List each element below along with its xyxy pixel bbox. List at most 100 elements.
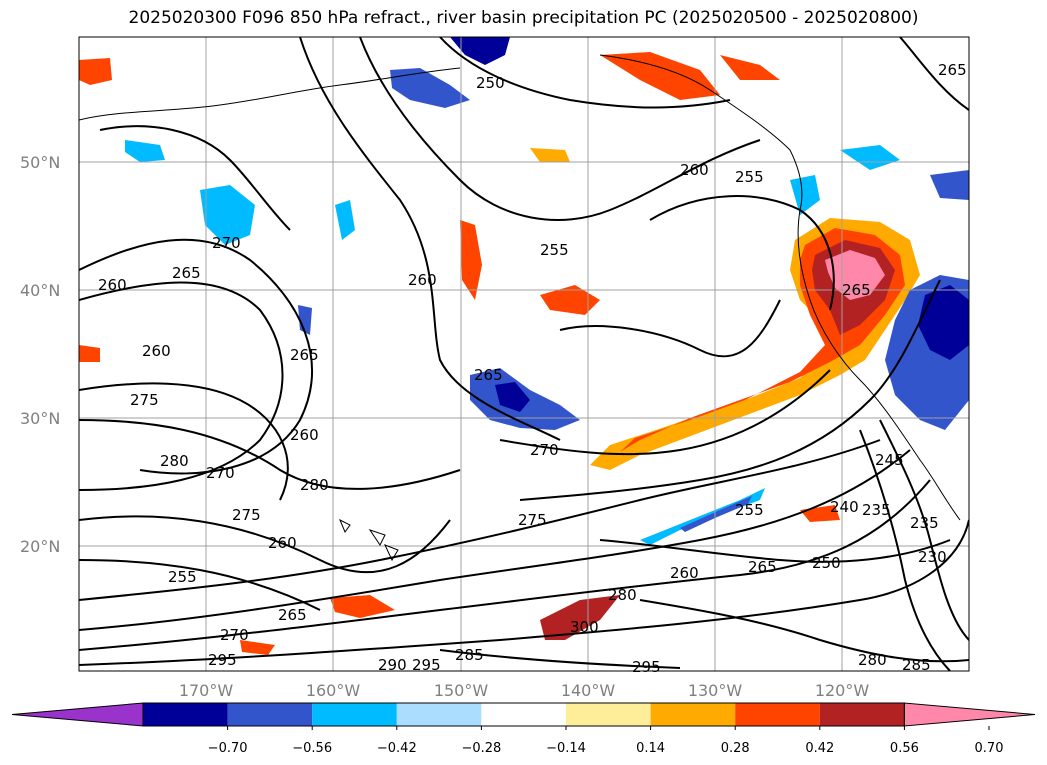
map-title: 2025020300 F096 850 hPa refract., river … <box>128 8 919 28</box>
lat-label-20n: 20°N <box>20 537 60 556</box>
positive-patch-1 <box>460 220 482 300</box>
positive-patch-2 <box>540 285 600 315</box>
lon-label-150w: 150°W <box>434 681 489 700</box>
contour-label: 235 <box>910 514 939 532</box>
colorbar-segment <box>312 703 397 726</box>
contour-label: 265 <box>290 346 319 364</box>
colorbar-tick-label: −0.42 <box>377 741 417 756</box>
colorbar-tick-label: −0.70 <box>208 741 248 756</box>
contour-label: 250 <box>476 74 505 92</box>
colorbar-extend-high <box>903 702 1036 727</box>
contour-label: 300 <box>570 618 599 636</box>
negative-area-w4 <box>298 305 312 335</box>
refractivity-contours <box>79 37 969 671</box>
colorbar-tick-label: 0.56 <box>890 741 919 756</box>
contour-label: 230 <box>918 548 947 566</box>
lon-label-170w: 170°W <box>179 681 234 700</box>
contour-label: 270 <box>530 441 559 459</box>
coastlines <box>79 54 961 562</box>
map-panel <box>78 36 970 672</box>
contour-label: 285 <box>902 656 931 674</box>
contour-label: 260 <box>670 564 699 582</box>
negative-streak-core <box>680 496 752 532</box>
contour-label: 260 <box>290 426 319 444</box>
contour-label: 235 <box>862 501 891 519</box>
contour-label: 255 <box>735 501 764 519</box>
contour-label: 245 <box>875 451 904 469</box>
contour-label: 260 <box>98 276 127 294</box>
colorbar-segment <box>650 703 736 726</box>
negative-area-ne <box>930 170 969 200</box>
contour-label: 265 <box>278 606 307 624</box>
contour-label: 265 <box>938 61 967 79</box>
contour-label: 280 <box>858 651 887 669</box>
contour-labels: 250 265 260 255 260 270 265 260 255 260 … <box>98 61 967 676</box>
contour-label: 270 <box>206 464 235 482</box>
contour-label: 255 <box>540 241 569 259</box>
contour-label: 285 <box>455 646 484 664</box>
contour-label: 270 <box>212 234 241 252</box>
colorbar-segment <box>819 703 905 726</box>
colorbar-segment <box>566 703 651 726</box>
negative-streak-subtropical <box>640 488 765 545</box>
contour-label: 295 <box>412 656 441 674</box>
lon-label-140w: 140°W <box>561 681 616 700</box>
contour-label: 275 <box>518 511 547 529</box>
contour-label: 260 <box>680 161 709 179</box>
contour-label: 280 <box>608 586 637 604</box>
colorbar-tick-label: 0.70 <box>975 741 1004 756</box>
contour-label: 260 <box>142 342 171 360</box>
positive-patch-11 <box>240 640 275 655</box>
negative-area-w1 <box>200 185 255 245</box>
colorbar-segment <box>396 703 482 726</box>
longitude-labels: 170°W 160°W 150°W 140°W 130°W 120°W <box>179 681 870 700</box>
positive-patch-3 <box>530 148 570 162</box>
colorbar-segment <box>735 703 820 726</box>
contour-label: 270 <box>220 626 249 644</box>
colorbar-tick-label: −0.28 <box>461 741 501 756</box>
contour-label: 240 <box>830 498 859 516</box>
contour-label: 250 <box>812 554 841 572</box>
contour-label: 275 <box>232 506 261 524</box>
contour-label: 280 <box>300 476 329 494</box>
colorbar-extend-low <box>11 702 144 727</box>
lon-label-160w: 160°W <box>306 681 361 700</box>
lat-label-40n: 40°N <box>20 281 60 300</box>
colorbar-tick-label: 0.28 <box>721 741 750 756</box>
positive-max-california <box>825 250 885 300</box>
contour-label: 265 <box>474 366 503 384</box>
contour-label: 260 <box>268 534 297 552</box>
negative-area-bc <box>790 175 820 215</box>
colorbar-segment <box>227 703 313 726</box>
colorbar-segment <box>481 703 566 726</box>
negative-area-alaska <box>390 68 470 108</box>
negative-area-w3 <box>335 200 355 240</box>
contour-label: 295 <box>632 658 661 676</box>
positive-patch-9 <box>540 595 620 640</box>
contour-label: 280 <box>160 452 189 470</box>
contour-label: 290 <box>378 656 407 674</box>
contour-label: 265 <box>842 281 871 299</box>
contour-label: 265 <box>748 558 777 576</box>
latitude-labels: 50°N 40°N 30°N 20°N <box>20 153 60 556</box>
positive-patch-8 <box>330 595 395 618</box>
negative-core-interior <box>918 285 969 360</box>
contour-label: 275 <box>130 391 159 409</box>
negative-area-gulf <box>450 37 510 65</box>
contour-label: 260 <box>408 271 437 289</box>
contour-label: 295 <box>208 651 237 669</box>
negative-area-w2 <box>125 140 165 162</box>
colorbar-tick-label: −0.56 <box>292 741 332 756</box>
lon-label-130w: 130°W <box>688 681 743 700</box>
positive-patch-5 <box>79 345 100 362</box>
positive-patch-6 <box>600 52 720 100</box>
contour-label: 255 <box>735 168 764 186</box>
colorbar: −0.70 −0.56 −0.42 −0.28 −0.14 0.14 0.28 0.42 0.5… <box>11 702 1036 756</box>
contour-label: 255 <box>168 568 197 586</box>
lat-label-50n: 50°N <box>20 153 60 172</box>
positive-patch-7 <box>720 55 780 80</box>
positive-patch-4 <box>79 58 112 85</box>
negative-core-central <box>495 382 530 412</box>
lon-label-120w: 120°W <box>815 681 870 700</box>
